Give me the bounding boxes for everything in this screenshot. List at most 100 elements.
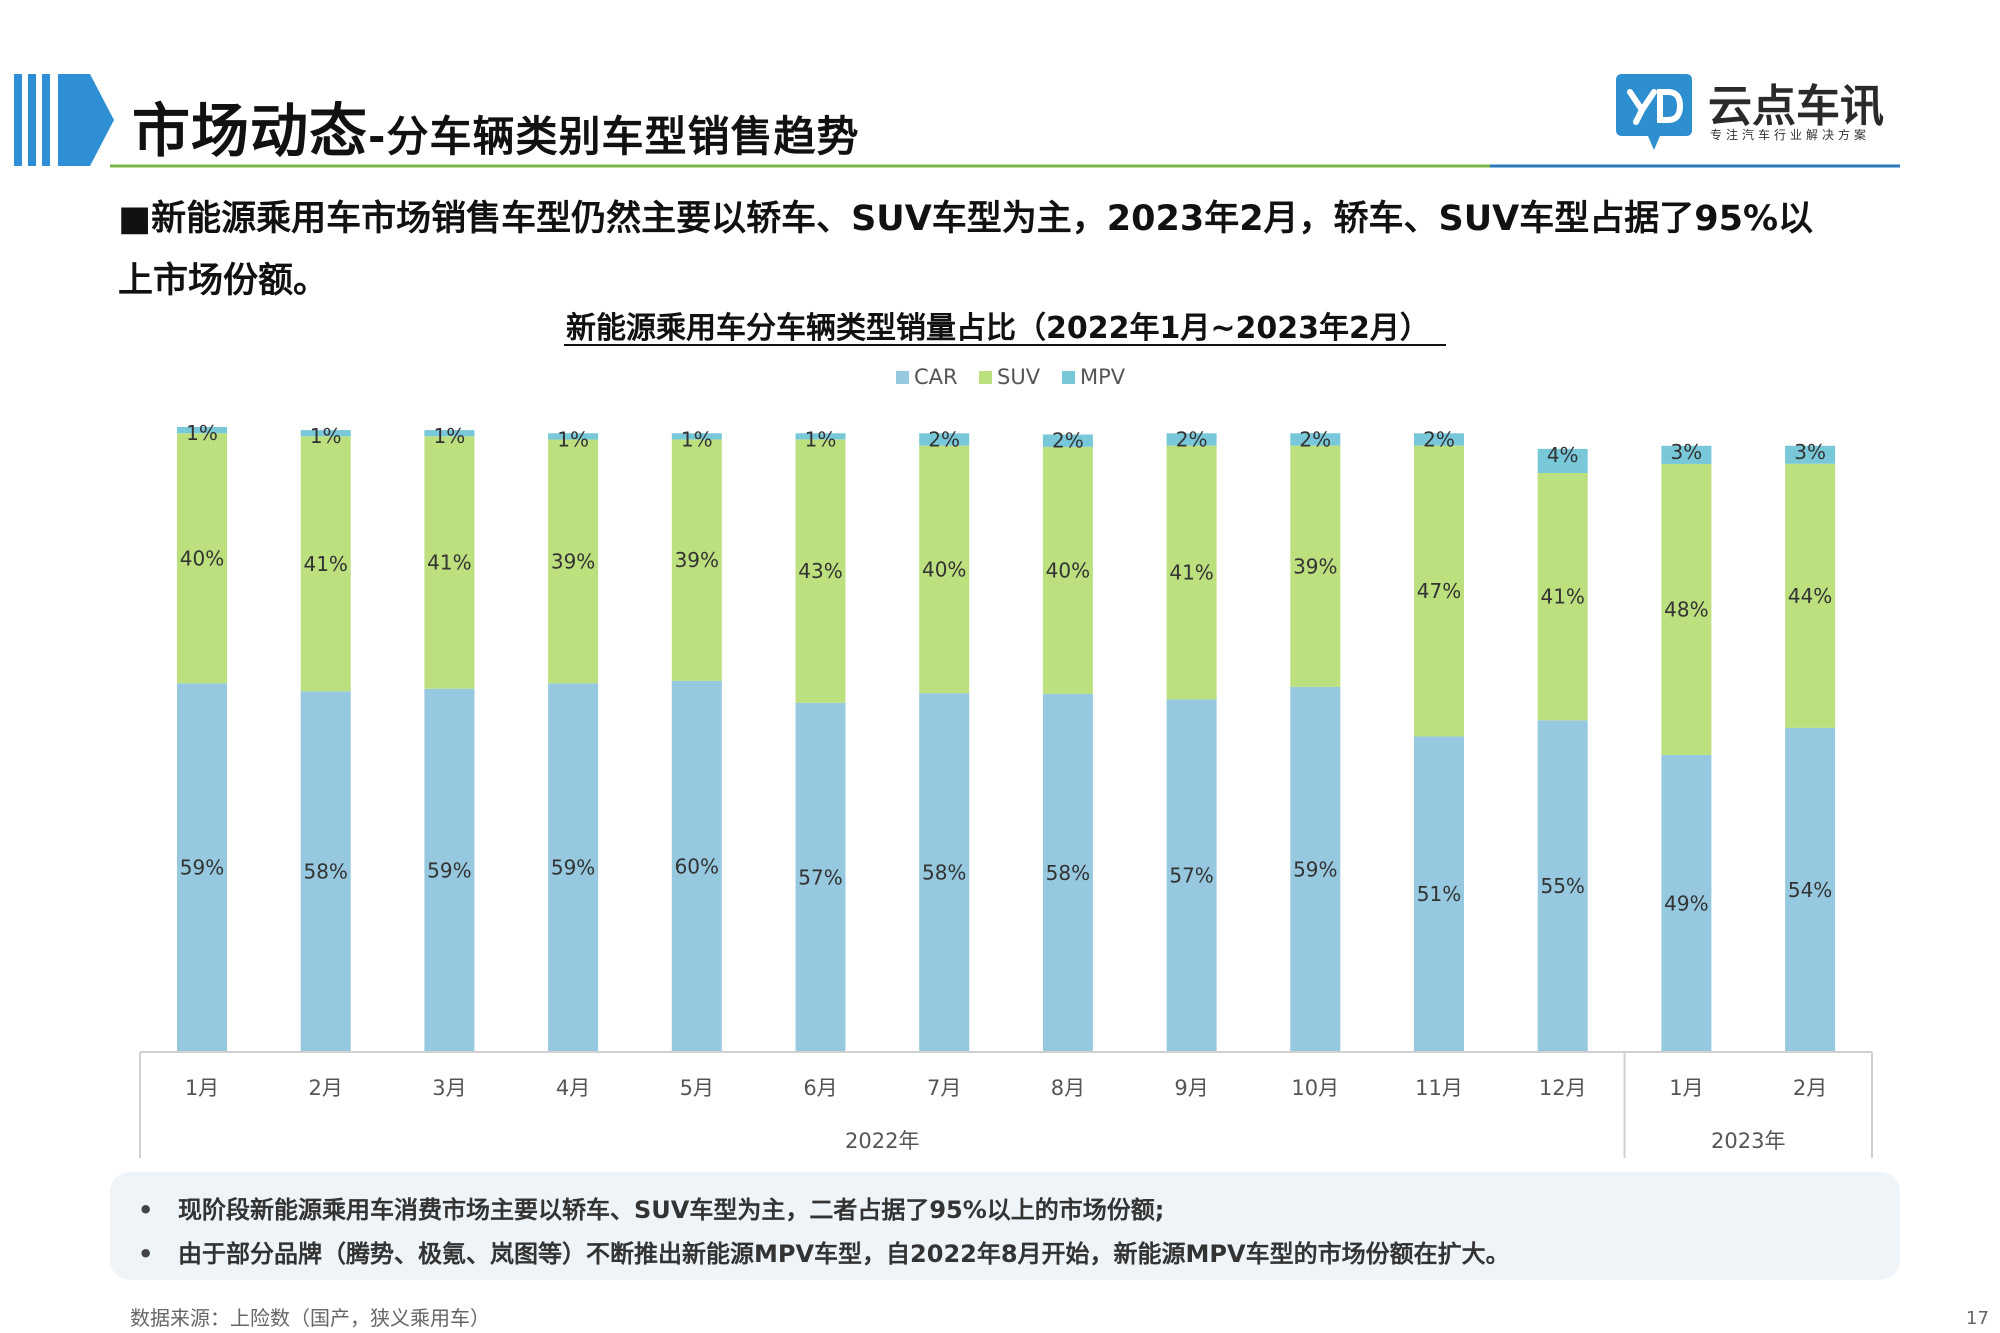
brand-logo: 云点车讯 专注汽车行业解决方案	[1614, 66, 1904, 156]
data-label-suv-13: 48%	[1664, 597, 1708, 621]
data-label-car-11: 51%	[1417, 882, 1461, 906]
bar-mpv-14	[1785, 445, 1836, 464]
bullet-icon: •	[138, 1196, 154, 1224]
data-label-car-12: 55%	[1540, 874, 1584, 898]
x-tick-label-4: 4月	[556, 1076, 590, 1100]
bar-mpv-3	[424, 430, 475, 437]
headline-line-1: ■新能源乘用车市场销售车型仍然主要以轿车、SUV车型为主，2023年2月，轿车、…	[118, 199, 1814, 239]
bar-suv-8	[1042, 446, 1093, 694]
x-tick-label-7: 7月	[927, 1076, 961, 1100]
bar-mpv-10	[1290, 433, 1341, 446]
data-label-suv-2: 41%	[303, 552, 347, 576]
data-label-suv-9: 41%	[1169, 560, 1213, 584]
data-label-car-10: 59%	[1293, 857, 1337, 881]
legend-swatch-car	[896, 371, 909, 384]
bar-car-7	[919, 693, 970, 1052]
page-title: 市场动态-分车辆类别车型销售趋势	[132, 84, 859, 168]
data-label-mpv-12: 4%	[1547, 443, 1579, 467]
data-label-mpv-2: 1%	[310, 424, 342, 448]
x-tick-label-10: 10月	[1291, 1076, 1339, 1100]
x-tick-label-13: 1月	[1669, 1076, 1703, 1100]
bar-suv-4	[548, 439, 599, 684]
bar-mpv-4	[548, 433, 599, 440]
note-text-2: 由于部分品牌（腾势、极氪、岚图等）不断推出新能源MPV车型，自2022年8月开始…	[178, 1240, 1510, 1268]
bar-car-14	[1785, 727, 1836, 1052]
bar-suv-6	[795, 439, 846, 703]
x-tick-label-8: 8月	[1051, 1076, 1085, 1100]
bar-suv-10	[1290, 445, 1341, 687]
legend-swatch-mpv	[1062, 371, 1075, 384]
data-label-mpv-4: 1%	[557, 427, 589, 451]
header-decoration-icon	[14, 74, 114, 166]
bar-mpv-6	[795, 433, 846, 440]
bar-suv-7	[919, 445, 970, 694]
data-label-mpv-8: 2%	[1052, 429, 1084, 453]
legend-label-car: CAR	[914, 365, 958, 389]
data-label-suv-14: 44%	[1788, 584, 1832, 608]
x-tick-label-3: 3月	[432, 1076, 466, 1100]
data-label-suv-8: 40%	[1046, 558, 1090, 582]
data-label-car-14: 54%	[1788, 878, 1832, 902]
bar-car-13	[1661, 754, 1712, 1052]
note-item-1: • 现阶段新能源乘用车消费市场主要以轿车、SUV车型为主，二者占据了95%以上的市…	[138, 1190, 1164, 1225]
data-label-mpv-6: 1%	[805, 427, 837, 451]
chart-x-axis: 1月 2月 3月 4月 5月 6月 7月 8月 9月 10月 11月 12月 1月 2月 2022年 2023…	[139, 1051, 1873, 1158]
data-label-car-9: 57%	[1169, 864, 1213, 888]
note-item-2: • 由于部分品牌（腾势、极氪、岚图等）不断推出新能源MPV车型，自2022年8月开…	[138, 1234, 1510, 1269]
data-label-car-6: 57%	[798, 865, 842, 889]
bar-suv-13	[1661, 463, 1712, 755]
legend-label-mpv: MPV	[1080, 365, 1126, 389]
data-label-suv-5: 39%	[675, 548, 719, 572]
bar-car-1	[177, 683, 227, 1052]
bar-car-9	[1166, 699, 1217, 1052]
legend-label-suv: SUV	[997, 365, 1041, 389]
bar-car-8	[1042, 693, 1093, 1052]
title-underline	[110, 164, 1900, 168]
year-group-label-1: 2022年	[845, 1129, 919, 1153]
x-tick-label-1: 1月	[185, 1076, 219, 1100]
bar-mpv-2	[300, 430, 351, 437]
bar-car-5	[671, 680, 722, 1052]
bar-mpv-12	[1537, 448, 1588, 473]
bar-mpv-8	[1042, 434, 1093, 447]
chart-legend: CAR SUV MPV	[896, 365, 1126, 389]
data-label-car-2: 58%	[303, 860, 347, 884]
notes-box: • 现阶段新能源乘用车消费市场主要以轿车、SUV车型为主，二者占据了95%以上的市…	[110, 1172, 1900, 1280]
data-label-suv-4: 39%	[551, 549, 595, 573]
bar-car-2	[300, 691, 351, 1052]
data-label-car-3: 59%	[427, 858, 471, 882]
bar-suv-3	[424, 436, 475, 689]
data-source: 数据来源：上险数（国产，狭义乘用车）	[130, 1306, 490, 1330]
bar-car-4	[548, 683, 599, 1052]
bar-suv-14	[1785, 463, 1836, 728]
data-label-mpv-10: 2%	[1299, 427, 1331, 451]
data-label-mpv-13: 3%	[1671, 440, 1703, 464]
x-tick-label-6: 6月	[803, 1076, 837, 1100]
bar-suv-2	[300, 436, 351, 692]
data-label-car-7: 58%	[922, 861, 966, 885]
bar-mpv-9	[1166, 433, 1217, 446]
chart-title: 新能源乘用车分车辆类型销量占比（2022年1月~2023年2月）	[566, 311, 1430, 346]
logo-name: 云点车讯	[1708, 81, 1884, 132]
data-label-mpv-11: 2%	[1423, 427, 1455, 451]
logo-tagline: 专注汽车行业解决方案	[1710, 128, 1871, 142]
x-tick-label-11: 11月	[1415, 1076, 1463, 1100]
x-tick-label-9: 9月	[1174, 1076, 1208, 1100]
data-label-mpv-14: 3%	[1794, 440, 1826, 464]
x-tick-label-14: 2月	[1793, 1076, 1827, 1100]
legend-swatch-suv	[979, 371, 992, 384]
data-label-suv-11: 47%	[1417, 579, 1461, 603]
bar-suv-9	[1166, 445, 1217, 700]
data-label-mpv-9: 2%	[1176, 427, 1208, 451]
data-label-suv-1: 40%	[180, 546, 224, 570]
page-title-main: 市场动态	[132, 97, 369, 165]
data-label-mpv-7: 2%	[928, 427, 960, 451]
data-label-suv-6: 43%	[798, 559, 842, 583]
page-title-sub: -分车辆类别车型销售趋势	[368, 112, 860, 161]
data-label-suv-3: 41%	[427, 551, 471, 575]
headline-line-2: 上市场份额。	[118, 261, 329, 301]
bar-car-12	[1537, 720, 1588, 1052]
bar-car-3	[424, 688, 475, 1052]
bar-suv-12	[1537, 473, 1588, 721]
bar-mpv-11	[1414, 433, 1464, 446]
